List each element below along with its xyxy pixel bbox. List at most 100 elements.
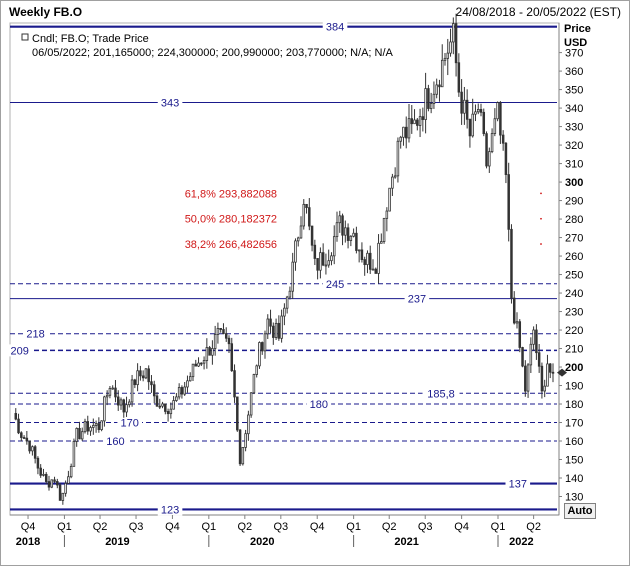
candle-body — [474, 111, 477, 115]
candle-body — [416, 119, 419, 126]
x-tick-label: Q4 — [165, 521, 180, 533]
candle-body — [399, 136, 402, 142]
candle-body — [310, 225, 314, 246]
candle-body — [147, 368, 150, 383]
auto-scale-button[interactable]: Auto — [564, 503, 596, 519]
level-label: 137 — [509, 479, 527, 491]
candle-body — [349, 235, 353, 241]
candle-body — [186, 380, 189, 388]
candle-body — [219, 327, 222, 330]
candle-body — [78, 427, 81, 440]
candle-body — [111, 387, 114, 390]
candle-body — [327, 260, 330, 266]
y-tick-label: 320 — [565, 140, 583, 152]
level-label: 185,8 — [427, 388, 455, 400]
level-label: 384 — [326, 22, 344, 34]
candle-body — [515, 321, 519, 324]
candle-body — [86, 421, 90, 432]
candle-body — [302, 203, 306, 227]
level-label: 209 — [11, 345, 29, 357]
candle-body — [460, 91, 463, 114]
candle-body — [152, 384, 156, 397]
candle-body — [499, 102, 502, 136]
level-label-bg — [404, 292, 430, 305]
x-year-label: 2018 — [16, 536, 40, 548]
candle-body — [72, 441, 76, 467]
candle-body — [36, 457, 40, 469]
candle-body — [521, 347, 524, 367]
candle-body — [465, 99, 469, 120]
candle-body — [139, 370, 142, 377]
candle-body — [224, 333, 228, 339]
level-label: 237 — [408, 294, 426, 306]
level-label-bg — [505, 477, 531, 490]
x-tick-label: Q3 — [129, 521, 144, 533]
candle-body — [227, 337, 231, 345]
candle-body — [463, 99, 466, 114]
candle-body — [42, 473, 45, 476]
candle-body — [200, 362, 203, 365]
candle-body — [501, 134, 505, 144]
legend-line-2: 06/05/2022; 201,165000; 224,300000; 200,… — [32, 47, 394, 59]
candle-body — [211, 348, 214, 356]
level-label: 160 — [106, 436, 124, 448]
x-tick-label: Q4 — [454, 521, 469, 533]
candle-body — [208, 347, 211, 356]
candle-body — [338, 215, 342, 224]
candle-body — [183, 386, 186, 395]
level-label-bg — [157, 96, 183, 109]
level-label-bg — [7, 344, 33, 357]
candle-body — [158, 405, 162, 408]
candle-body — [241, 447, 245, 465]
candle-body — [548, 363, 552, 373]
y-tick-label: 300 — [565, 177, 583, 189]
y-tick-label: 350 — [565, 85, 583, 97]
candle-body — [440, 59, 444, 88]
x-tick-label: Q1 — [201, 521, 216, 533]
fib-label: 61,8% 293,882088 — [185, 188, 277, 200]
candle-body — [524, 365, 527, 392]
level-label-bg — [322, 277, 348, 290]
candle-body — [438, 84, 441, 88]
candle-body — [116, 396, 120, 406]
candle-body — [410, 118, 414, 125]
candle-body — [485, 133, 488, 167]
candle-body — [92, 425, 95, 428]
candle-body — [252, 374, 256, 394]
last-price-marker-icon — [557, 368, 567, 377]
candle-body — [402, 126, 405, 138]
y-tick-label: 160 — [565, 436, 583, 448]
level-lines: 384 343 245 237 218 209 185,8 180 170 160 137 123 — [7, 20, 557, 516]
candle-body — [180, 387, 184, 395]
y-tick-label: 240 — [565, 288, 583, 300]
candle-body — [291, 261, 294, 292]
candle-body — [64, 483, 67, 494]
candle-body — [457, 62, 461, 93]
candle-body — [366, 252, 369, 266]
candle-body — [324, 264, 328, 267]
candle-body — [288, 290, 292, 298]
y-tick-label: 280 — [565, 214, 583, 226]
title-bar: Weekly FB.O 24/08/2018 - 20/05/2022 (EST… — [1, 1, 629, 23]
candle-body — [114, 387, 117, 398]
candle-body — [357, 249, 361, 252]
y-tick-label: 150 — [565, 455, 583, 467]
candle-body — [175, 396, 178, 401]
candle-body — [546, 363, 549, 387]
candle-body — [280, 315, 283, 339]
candle-body — [97, 423, 101, 431]
candle-body — [374, 268, 378, 274]
y-tick-label: 180 — [565, 399, 583, 411]
y-tick-label: 290 — [565, 196, 583, 208]
candle-body — [75, 427, 78, 442]
candle-body — [313, 244, 317, 259]
candle-body — [352, 232, 355, 237]
level-label: 343 — [161, 98, 179, 110]
candle-body — [150, 381, 153, 386]
candle-body — [532, 329, 535, 345]
x-tick-label: Q3 — [418, 521, 433, 533]
candle-body — [435, 84, 438, 95]
candle-body — [507, 174, 510, 230]
fib-dot — [540, 243, 542, 245]
